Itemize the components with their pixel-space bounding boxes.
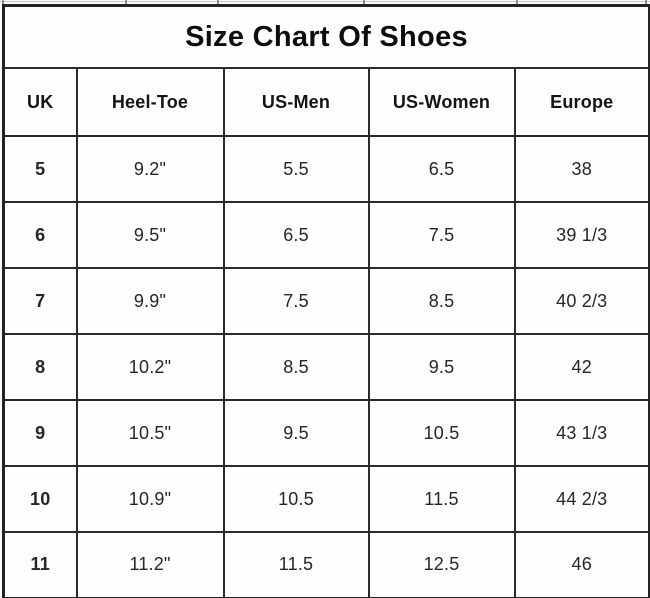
column-header-heel-toe: Heel-Toe bbox=[75, 67, 225, 137]
cell-us-women: 6.5 bbox=[367, 135, 516, 203]
cell-europe: 40 2/3 bbox=[513, 267, 650, 335]
cell-heel-toe: 9.5" bbox=[75, 201, 225, 269]
header-row: UK Heel-Toe US-Men US-Women Europe bbox=[2, 67, 650, 137]
gridline-tick bbox=[217, 0, 219, 4]
cell-us-men: 9.5 bbox=[222, 399, 370, 467]
cell-uk: 10 bbox=[2, 465, 78, 533]
column-header-us-men: US-Men bbox=[222, 67, 370, 137]
table-row: 10 10.9" 10.5 11.5 44 2/3 bbox=[2, 465, 650, 533]
cell-heel-toe: 10.5" bbox=[75, 399, 225, 467]
cell-heel-toe: 9.9" bbox=[75, 267, 225, 335]
table-row: 7 9.9" 7.5 8.5 40 2/3 bbox=[2, 267, 650, 335]
table-row: 6 9.5" 6.5 7.5 39 1/3 bbox=[2, 201, 650, 269]
cell-heel-toe: 10.9" bbox=[75, 465, 225, 533]
column-header-uk: UK bbox=[2, 67, 78, 137]
cell-us-men: 11.5 bbox=[222, 531, 370, 598]
table-row: 5 9.2" 5.5 6.5 38 bbox=[2, 135, 650, 203]
table-row: 9 10.5" 9.5 10.5 43 1/3 bbox=[2, 399, 650, 467]
cell-uk: 8 bbox=[2, 333, 78, 401]
cell-uk: 11 bbox=[2, 531, 78, 598]
gridline-tick bbox=[645, 0, 647, 4]
title-row: Size Chart Of Shoes bbox=[2, 4, 650, 69]
gridline-tick bbox=[2, 0, 4, 4]
cell-us-women: 10.5 bbox=[367, 399, 516, 467]
cell-us-women: 7.5 bbox=[367, 201, 516, 269]
column-header-us-women: US-Women bbox=[367, 67, 516, 137]
cell-us-women: 11.5 bbox=[367, 465, 516, 533]
spreadsheet-gridline-sliver bbox=[0, 0, 650, 4]
gridline bbox=[0, 1, 650, 2]
cell-us-men: 5.5 bbox=[222, 135, 370, 203]
cell-uk: 9 bbox=[2, 399, 78, 467]
gridline-tick bbox=[363, 0, 365, 4]
gridline-tick bbox=[516, 0, 518, 4]
cell-heel-toe: 10.2" bbox=[75, 333, 225, 401]
cell-heel-toe: 11.2" bbox=[75, 531, 225, 598]
cell-uk: 6 bbox=[2, 201, 78, 269]
cell-heel-toe: 9.2" bbox=[75, 135, 225, 203]
table-title: Size Chart Of Shoes bbox=[2, 4, 650, 69]
cell-us-men: 7.5 bbox=[222, 267, 370, 335]
column-header-europe: Europe bbox=[513, 67, 650, 137]
cell-europe: 46 bbox=[513, 531, 650, 598]
cell-europe: 43 1/3 bbox=[513, 399, 650, 467]
table-row: 11 11.2" 11.5 12.5 46 bbox=[2, 531, 650, 598]
cell-us-women: 12.5 bbox=[367, 531, 516, 598]
cell-us-women: 9.5 bbox=[367, 333, 516, 401]
cell-us-women: 8.5 bbox=[367, 267, 516, 335]
cell-europe: 44 2/3 bbox=[513, 465, 650, 533]
cell-europe: 38 bbox=[513, 135, 650, 203]
cell-us-men: 6.5 bbox=[222, 201, 370, 269]
cell-us-men: 10.5 bbox=[222, 465, 370, 533]
size-chart-table: Size Chart Of Shoes UK Heel-Toe US-Men U… bbox=[2, 4, 650, 598]
cell-uk: 5 bbox=[2, 135, 78, 203]
table-row: 8 10.2" 8.5 9.5 42 bbox=[2, 333, 650, 401]
cell-us-men: 8.5 bbox=[222, 333, 370, 401]
cell-europe: 42 bbox=[513, 333, 650, 401]
gridline-tick bbox=[125, 0, 127, 4]
cell-uk: 7 bbox=[2, 267, 78, 335]
cell-europe: 39 1/3 bbox=[513, 201, 650, 269]
